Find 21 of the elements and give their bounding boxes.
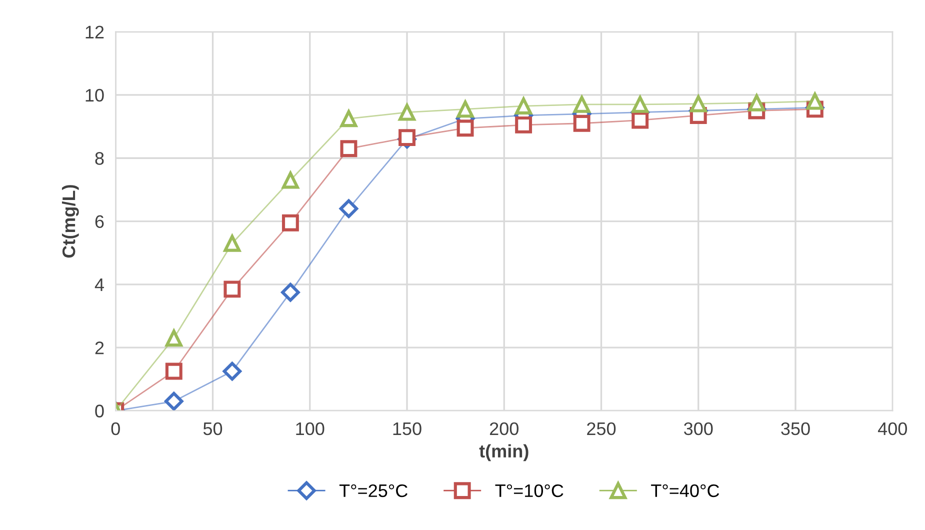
legend-label: T°=10°C xyxy=(495,484,564,498)
x-axis-title: t(min) xyxy=(479,444,528,462)
x-tick-label: 250 xyxy=(587,422,616,436)
y-tick-label: 4 xyxy=(94,278,104,291)
x-tick-label: 350 xyxy=(781,422,810,436)
y-tick-label: 10 xyxy=(86,88,104,102)
y-tick-label: 8 xyxy=(95,152,104,165)
x-tick-label: 400 xyxy=(878,422,907,436)
x-tick-label: 200 xyxy=(490,422,518,436)
legend-label: T°=25°C xyxy=(339,484,408,498)
x-tick-label: 100 xyxy=(296,422,324,436)
y-tick-label: 2 xyxy=(95,342,104,354)
x-tick-label: 300 xyxy=(684,422,713,436)
x-tick-label: 0 xyxy=(111,422,120,436)
x-tick-label: 150 xyxy=(393,422,422,436)
y-tick-label: 0 xyxy=(95,404,104,418)
x-tick-label: 50 xyxy=(203,422,222,436)
y-tick-label: 12 xyxy=(86,26,104,38)
y-axis-title: Ct(mg/L) xyxy=(62,185,79,258)
y-tick-label: 6 xyxy=(95,215,104,228)
legend-label: T°=40°C xyxy=(651,484,720,498)
